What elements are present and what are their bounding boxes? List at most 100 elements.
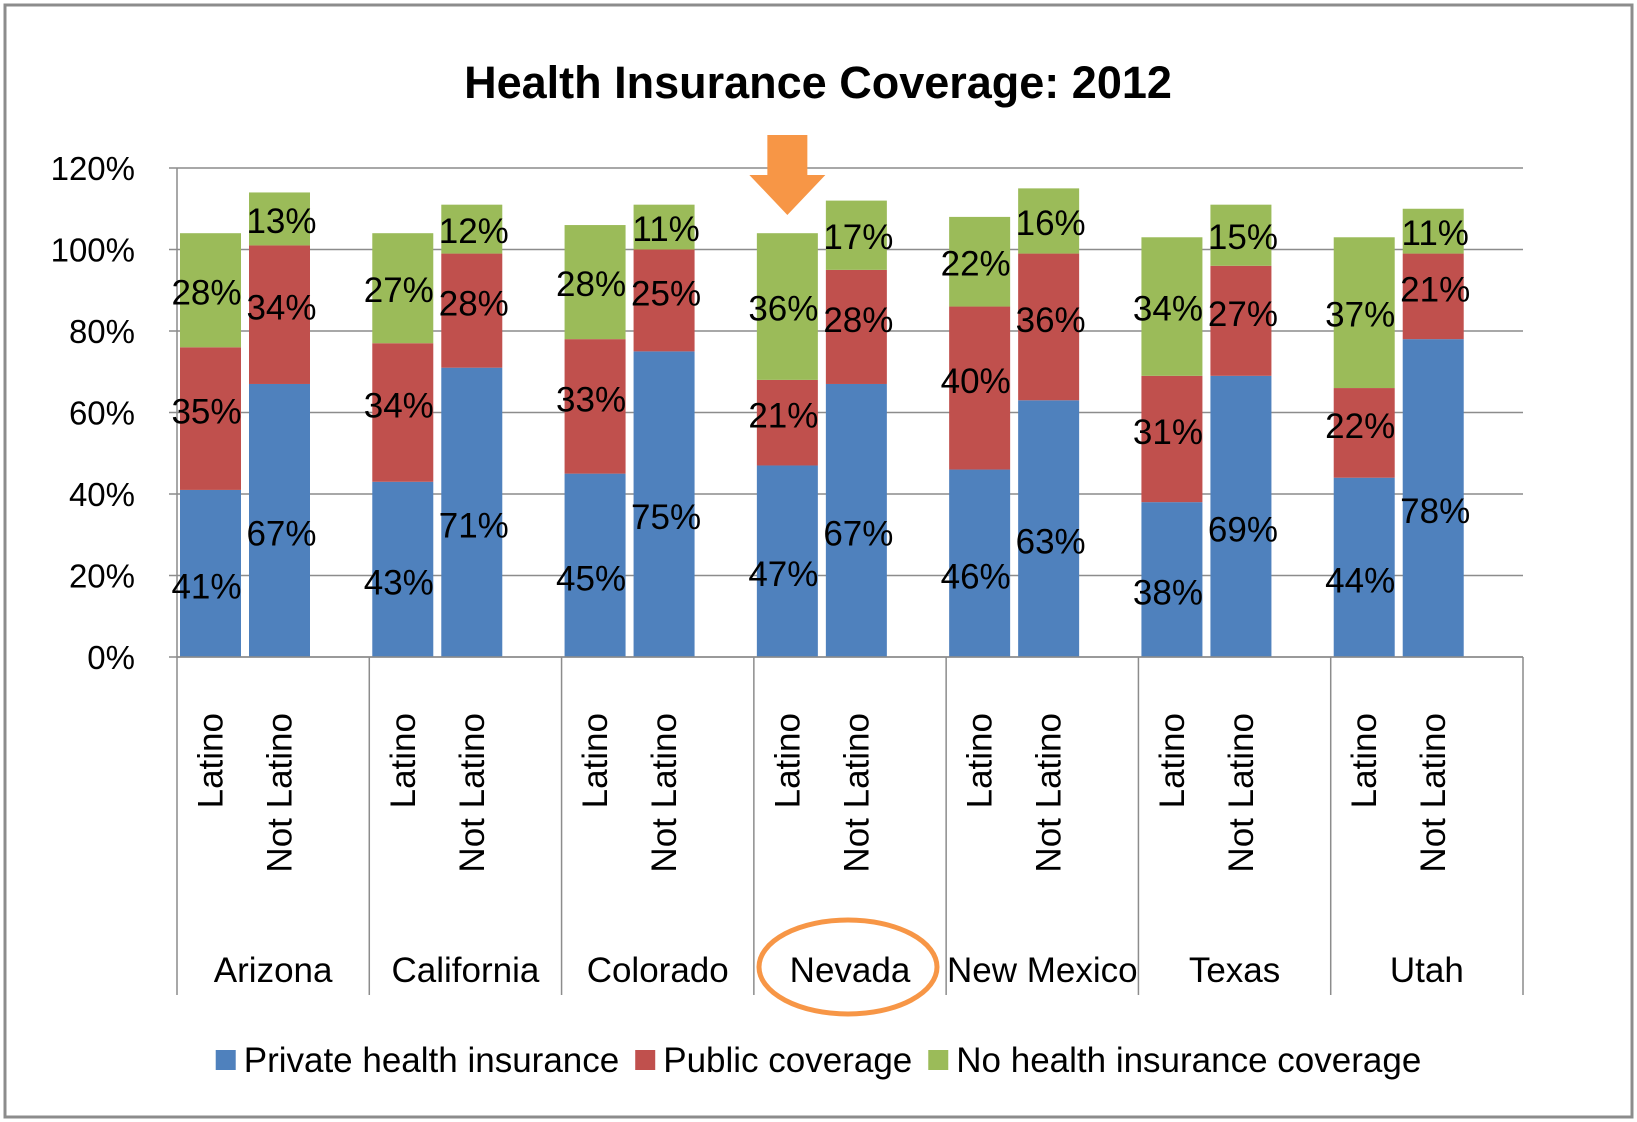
data-label: 21% [748,397,818,436]
state-label: Arizona [214,951,333,990]
bar-segment [372,343,434,482]
group-label: Latino [768,713,807,808]
bar-segment [372,233,434,344]
data-label: 47% [748,555,818,594]
group-label: Not Latino [1414,713,1453,873]
group-label: Latino [1345,713,1384,808]
bar-segment [949,216,1011,307]
state-label: Colorado [587,951,729,990]
legend-swatch [635,1050,656,1070]
bar-segment [1018,400,1080,657]
data-label: 45% [556,559,626,598]
data-label: 13% [246,202,316,241]
data-label: 44% [1325,561,1395,600]
bar-segment [1402,208,1464,254]
y-tick-label: 80% [69,313,135,350]
y-tick-label: 40% [69,476,135,513]
data-label: 34% [364,387,434,426]
chart-title: Health Insurance Coverage: 2012 [464,57,1172,108]
data-label: 11% [1401,214,1468,253]
bar-segment [441,253,503,368]
data-label: 34% [1133,290,1203,329]
data-label: 33% [556,380,626,419]
bar-segment [564,225,626,340]
bar-segment [949,469,1011,657]
legend-swatch [928,1050,949,1070]
data-label: 40% [941,362,1011,401]
data-label: 27% [1208,295,1278,334]
bar-segment [1141,375,1203,503]
data-label: 28% [556,265,626,304]
y-tick-label: 20% [69,558,135,595]
bar-segment [1402,339,1464,657]
legend-label: Private health insurance [244,1041,620,1080]
data-label: 17% [823,218,893,257]
legend-swatch [215,1050,236,1070]
data-label: 28% [823,301,893,340]
bar-segment [1402,253,1464,340]
data-label: 36% [1016,301,1086,340]
data-label: 78% [1400,492,1470,531]
data-label: 12% [439,212,509,251]
data-label: 67% [823,514,893,553]
bar-segment [1210,375,1272,657]
bar-segment [825,200,887,270]
data-label: 28% [171,273,241,312]
bar-segment [249,192,310,246]
bar-segment [633,204,695,250]
bar-segment [180,347,241,490]
bar-segment [1141,237,1203,376]
data-label: 36% [748,290,818,329]
highlight-circle [756,917,940,1017]
bar-segment [441,204,503,254]
group-label: Latino [384,713,423,808]
y-tick-label: 60% [69,395,135,432]
bar-segment [1018,253,1080,401]
data-label: 15% [1208,218,1278,257]
bar-segment [1333,388,1395,478]
state-label: Nevada [790,951,911,990]
y-tick-label: 100% [51,232,135,269]
group-label: Not Latino [453,713,492,873]
bar-segment [564,339,626,474]
y-tick-label: 120% [51,150,135,187]
group-label: Not Latino [837,713,876,873]
data-label: 31% [1133,413,1203,452]
annotations [749,135,940,1017]
data-label: 41% [171,567,241,606]
data-label: 21% [1400,270,1470,309]
bar-segment [633,249,695,352]
data-label: 35% [171,393,241,432]
data-label: 16% [1016,204,1086,243]
data-label: 46% [941,557,1011,596]
bar-segment [249,245,310,384]
x-axis: Arizona Latino Not Latino California Latino N… [176,656,1524,995]
legend: Private health insurance Public coverage N… [215,1041,1421,1080]
data-label: 43% [364,563,434,602]
data-label: 22% [1325,407,1395,446]
legend-label: No health insurance coverage [956,1041,1421,1080]
data-label: 37% [1325,296,1395,335]
legend-label: Public coverage [663,1041,912,1080]
data-label: 25% [631,274,701,313]
group-label: Not Latino [645,713,684,873]
bar-segment [1210,265,1272,376]
highlight-arrow-icon [749,135,826,215]
state-label: Texas [1189,951,1280,990]
data-label: 11% [632,210,699,249]
bar-segment [756,379,818,466]
y-tick-label: 0% [87,639,135,676]
data-label: 71% [439,506,509,545]
data-label: 69% [1208,510,1278,549]
state-label: New Mexico [947,951,1138,990]
bar-segment [633,351,695,657]
bar-segment [441,367,503,657]
bar-segment [1333,237,1395,389]
group-label: Latino [192,713,231,808]
bar-segment [1018,188,1080,254]
group-label: Latino [576,713,615,808]
y-axis: 0% 20% 40% 60% 80% 100% 120% [51,150,178,676]
group-label: Not Latino [1030,713,1069,873]
